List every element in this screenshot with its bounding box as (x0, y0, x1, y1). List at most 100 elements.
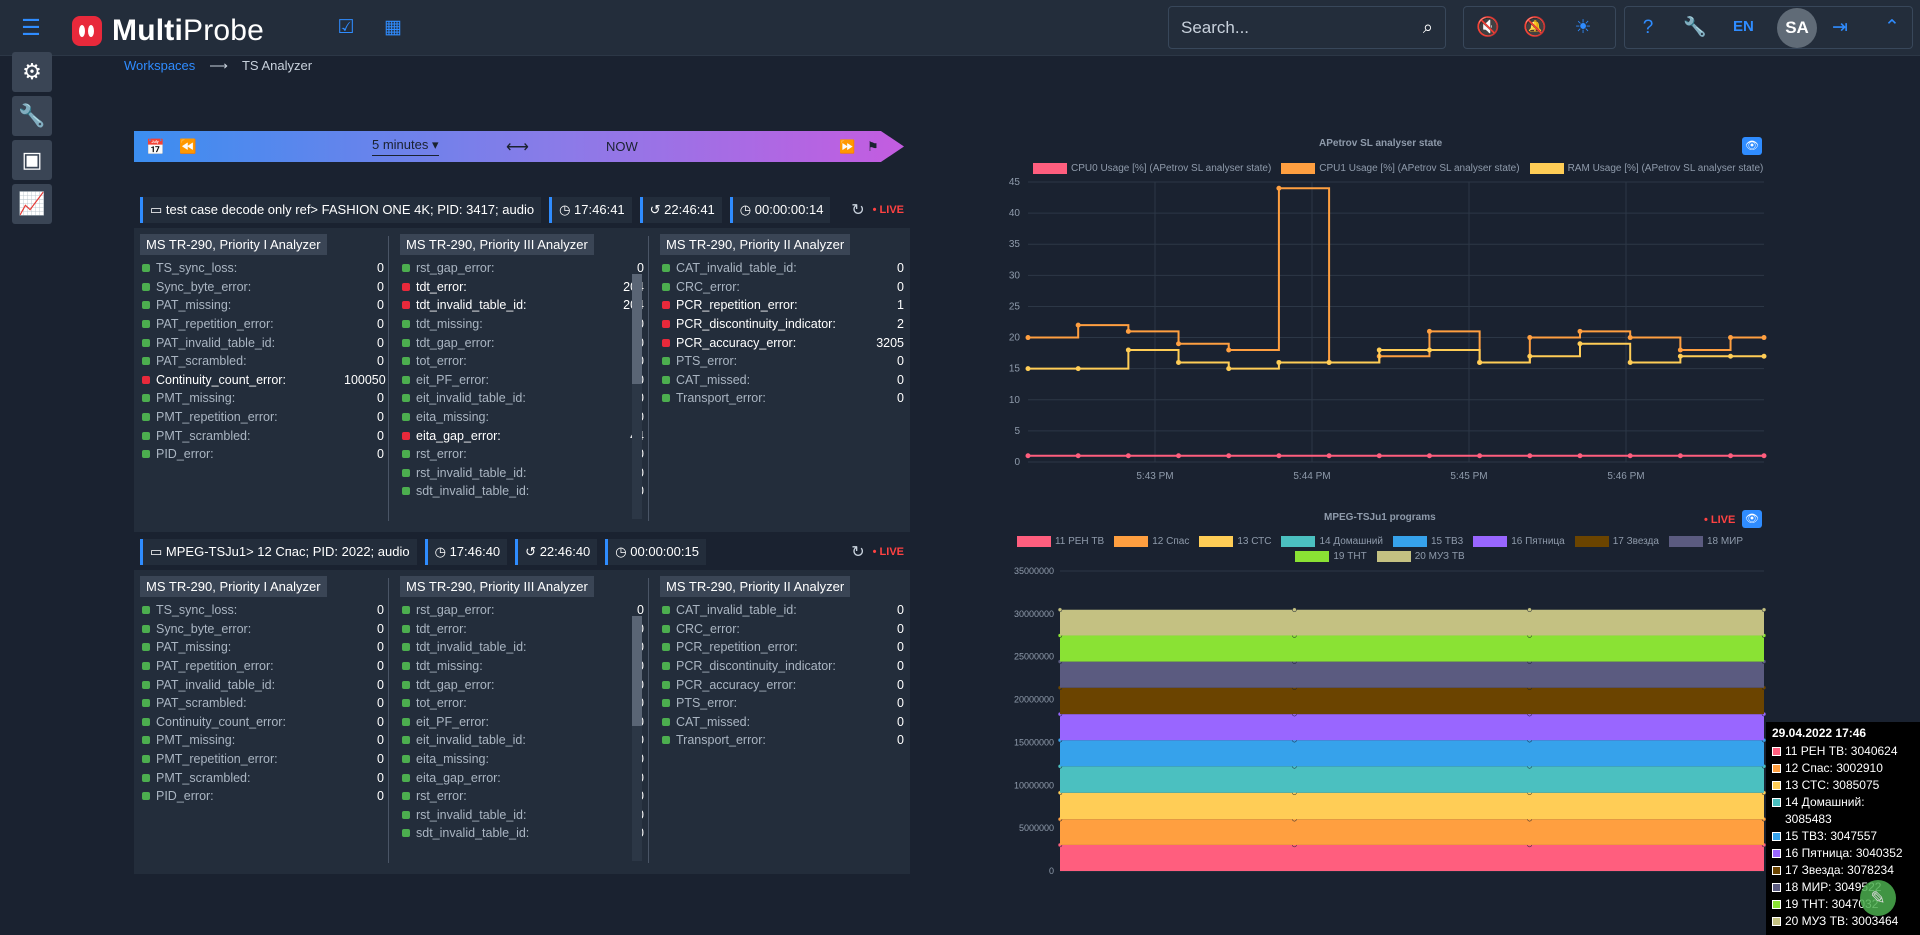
legend-item[interactable]: 18 МИР (1668, 536, 1743, 547)
collapse-up-icon[interactable]: ⌃ (1884, 17, 1900, 38)
hamburger-menu-icon[interactable]: ☰ (21, 15, 41, 40)
app-logo[interactable]: MultiProbe (72, 14, 264, 48)
time-range-dropdown[interactable]: 5 minutes ▾ (372, 137, 439, 156)
stacked-area-band[interactable] (1060, 844, 1764, 871)
data-point[interactable] (1677, 453, 1683, 459)
legend-item[interactable]: 17 Звезда (1574, 536, 1659, 547)
now-button[interactable]: NOW (606, 139, 638, 154)
stream-source-chip[interactable]: ▭ MPEG-TSJu1> 12 Спас; PID: 2022; audio (140, 539, 417, 565)
mute-icon[interactable]: 🔇 (1476, 17, 1500, 38)
data-point[interactable] (1728, 353, 1734, 359)
data-point[interactable] (1226, 347, 1232, 353)
data-point[interactable] (1125, 328, 1131, 334)
data-point[interactable] (1426, 453, 1432, 459)
search-icon[interactable]: ⌕ (1422, 17, 1433, 37)
legend-item[interactable]: 14 Домашний (1281, 536, 1383, 547)
data-point[interactable] (1577, 328, 1583, 334)
data-point[interactable] (1292, 607, 1297, 612)
search-input[interactable] (1181, 17, 1423, 38)
help-icon[interactable]: ? (1642, 17, 1654, 38)
data-point[interactable] (1276, 185, 1282, 191)
data-point[interactable] (1761, 353, 1767, 359)
data-point[interactable] (1728, 453, 1734, 459)
data-point[interactable] (1276, 453, 1282, 459)
cpu-chart-eye-icon[interactable]: 👁 (1742, 137, 1762, 155)
stacked-area-band[interactable] (1060, 687, 1764, 715)
chart-icon[interactable]: 📈 (12, 184, 52, 224)
scrollbar-thumb[interactable] (632, 616, 642, 726)
column-scrollbar[interactable] (632, 616, 642, 861)
data-point[interactable] (1025, 335, 1031, 341)
data-point[interactable] (1176, 359, 1182, 365)
data-point[interactable] (1477, 453, 1483, 459)
data-point[interactable] (1226, 366, 1232, 372)
expand-horizontal-icon[interactable]: ⟷ (506, 138, 529, 156)
data-point[interactable] (1527, 607, 1532, 612)
data-point[interactable] (1075, 366, 1081, 372)
edit-fab-icon[interactable]: ✎ (1860, 880, 1896, 916)
legend-item[interactable]: 19 ТНТ (1295, 551, 1367, 562)
data-point[interactable] (1176, 341, 1182, 347)
tools-icon[interactable]: 🔧 (12, 96, 52, 136)
fast-forward-icon[interactable]: ⏩ (839, 138, 856, 154)
stacked-area-band[interactable] (1060, 609, 1764, 636)
data-point[interactable] (1627, 335, 1633, 341)
data-point[interactable] (1577, 453, 1583, 459)
data-point[interactable] (1677, 347, 1683, 353)
stacked-area-band[interactable] (1060, 819, 1764, 845)
refresh-icon[interactable]: ↻ (851, 202, 865, 219)
logout-icon[interactable]: ⇥ (1832, 17, 1848, 38)
brightness-icon[interactable]: ☀ (1574, 17, 1592, 38)
data-point[interactable] (1761, 453, 1767, 459)
data-point[interactable] (1477, 359, 1483, 365)
column-scrollbar[interactable] (632, 274, 642, 519)
data-point[interactable] (1627, 359, 1633, 365)
scrollbar-thumb[interactable] (632, 274, 642, 384)
data-point[interactable] (1426, 328, 1432, 334)
legend-item[interactable]: CPU0 Usage [%] (APetrov SL analyser stat… (1033, 163, 1271, 174)
legend-item[interactable]: 11 РЕН ТВ (1016, 536, 1104, 547)
data-point[interactable] (1426, 347, 1432, 353)
data-point[interactable] (1075, 322, 1081, 328)
stacked-area-band[interactable] (1060, 635, 1764, 662)
data-point[interactable] (1226, 453, 1232, 459)
language-selector[interactable]: EN (1733, 18, 1754, 35)
flag-icon[interactable]: ⚑ (867, 138, 879, 154)
stacked-area-band[interactable] (1060, 766, 1764, 793)
data-point[interactable] (1075, 453, 1081, 459)
data-point[interactable] (1125, 453, 1131, 459)
data-point[interactable] (1627, 453, 1633, 459)
data-point[interactable] (1728, 335, 1734, 341)
data-point[interactable] (1326, 453, 1332, 459)
data-point[interactable] (1577, 341, 1583, 347)
legend-item[interactable]: CPU1 Usage [%] (APetrov SL analyser stat… (1281, 163, 1520, 174)
data-point[interactable] (1761, 607, 1767, 612)
calendar-icon[interactable]: 📅 (146, 138, 165, 156)
stacked-area-band[interactable] (1060, 792, 1764, 820)
alarm-off-icon[interactable]: 🔕 (1523, 17, 1547, 38)
stream-source-chip[interactable]: ▭ test case decode only ref> FASHION ONE… (140, 197, 542, 223)
settings-gear-icon[interactable]: ⚙ (12, 52, 52, 92)
wrench-icon[interactable]: 🔧 (1683, 17, 1707, 38)
data-point[interactable] (1125, 347, 1131, 353)
data-point[interactable] (1527, 335, 1533, 341)
programs-chart-eye-icon[interactable]: 👁 (1742, 510, 1762, 528)
data-point[interactable] (1677, 353, 1683, 359)
stacked-area-band[interactable] (1060, 714, 1764, 741)
data-point[interactable] (1527, 453, 1533, 459)
user-avatar[interactable]: SA (1777, 8, 1817, 48)
stacked-area-band[interactable] (1060, 661, 1764, 688)
data-point[interactable] (1376, 347, 1382, 353)
data-point[interactable] (1761, 335, 1767, 341)
dashboard-icon[interactable]: ▦ (384, 17, 402, 38)
data-point[interactable] (1176, 453, 1182, 459)
data-point[interactable] (1057, 607, 1063, 612)
data-point[interactable] (1326, 359, 1332, 365)
breadcrumb-workspaces[interactable]: Workspaces (124, 58, 196, 73)
checklist-icon[interactable]: ☑ (337, 17, 355, 38)
rewind-icon[interactable]: ⏪ (179, 138, 197, 154)
legend-item[interactable]: RAM Usage [%] (APetrov SL analyser state… (1529, 163, 1763, 174)
stacked-area-band[interactable] (1060, 740, 1764, 767)
data-point[interactable] (1025, 366, 1031, 372)
data-point[interactable] (1025, 453, 1031, 459)
